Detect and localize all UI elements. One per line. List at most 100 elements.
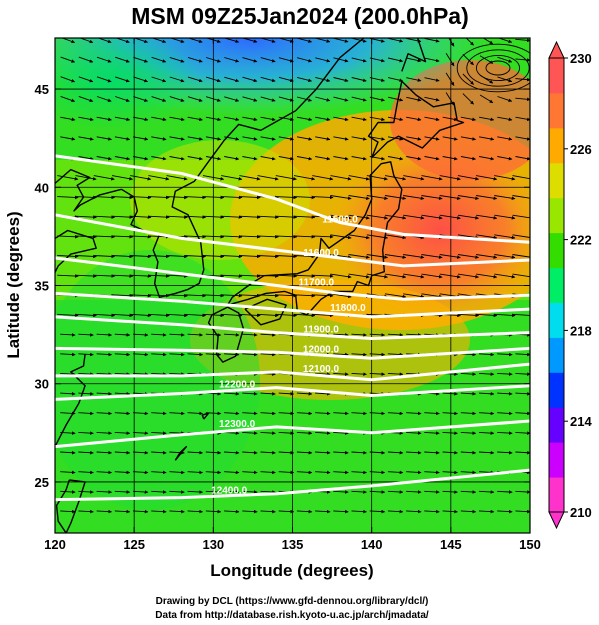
wind-vector bbox=[406, 136, 422, 141]
wind-vector bbox=[60, 509, 76, 514]
wind-vector bbox=[129, 313, 152, 318]
wind-vector bbox=[57, 313, 79, 318]
height-contour-line bbox=[55, 468, 530, 502]
wind-vector bbox=[260, 136, 276, 141]
wind-vector bbox=[439, 273, 461, 279]
height-contour-line bbox=[55, 213, 530, 268]
wind-vector bbox=[60, 450, 76, 455]
wind-vector bbox=[330, 214, 352, 220]
wind-vector bbox=[278, 392, 295, 396]
wind-vector bbox=[96, 490, 112, 494]
wind-vector bbox=[60, 56, 76, 63]
coastlines bbox=[55, 38, 465, 533]
wind-vector bbox=[57, 175, 79, 181]
colorbar-segment bbox=[549, 127, 564, 164]
wind-vector bbox=[366, 234, 388, 240]
x-axis-title: Longitude (degrees) bbox=[210, 561, 373, 580]
wind-vector bbox=[384, 234, 407, 240]
wind-vector bbox=[205, 136, 222, 141]
colorbar-label: 226 bbox=[570, 142, 592, 157]
colorbar: 230 226 222 218 214 210 bbox=[548, 40, 592, 530]
wind-vector bbox=[442, 116, 458, 122]
wind-vector bbox=[315, 156, 331, 161]
wind-vector bbox=[202, 293, 225, 298]
wind-vector bbox=[166, 195, 188, 200]
wind-vector bbox=[278, 431, 295, 435]
x-tick-label: 145 bbox=[440, 537, 462, 552]
wind-vector bbox=[96, 509, 112, 514]
x-tick-label: 125 bbox=[123, 537, 145, 552]
wind-vector bbox=[497, 411, 513, 416]
wind-vector bbox=[476, 254, 498, 259]
wind-vector bbox=[296, 470, 313, 475]
swirl-streamline bbox=[475, 54, 521, 82]
wind-vector bbox=[205, 509, 222, 514]
contour-label: 11800.0 bbox=[330, 303, 366, 314]
wind-vector bbox=[96, 450, 112, 455]
wind-vector bbox=[169, 136, 185, 141]
wind-vector bbox=[387, 352, 404, 357]
wind-vector bbox=[151, 431, 167, 435]
wind-vector bbox=[330, 175, 352, 181]
wind-vector bbox=[315, 392, 331, 396]
wind-vector bbox=[403, 195, 425, 200]
wind-vector bbox=[351, 411, 367, 416]
wind-vector bbox=[439, 214, 461, 220]
wind-vector bbox=[351, 96, 367, 102]
wind-vector bbox=[442, 470, 458, 475]
wind-vector bbox=[75, 274, 97, 278]
wind-vector bbox=[93, 254, 115, 259]
wind-vector bbox=[93, 215, 115, 219]
wind-vector bbox=[333, 38, 349, 43]
wind-vector bbox=[133, 136, 149, 141]
colorbar-frame bbox=[548, 57, 565, 513]
wind-vector bbox=[132, 352, 149, 357]
wind-vector bbox=[78, 56, 94, 63]
wind-vector bbox=[96, 411, 112, 416]
wind-vector bbox=[296, 450, 313, 455]
wind-vector bbox=[296, 509, 313, 514]
wind-vector bbox=[184, 293, 206, 298]
wind-vector bbox=[205, 96, 221, 102]
wind-vector bbox=[442, 392, 458, 396]
wind-vector bbox=[296, 38, 312, 43]
wind-vector bbox=[151, 411, 167, 416]
coastline-segment bbox=[121, 139, 225, 298]
wind-vector bbox=[439, 175, 461, 181]
wind-vector bbox=[75, 215, 97, 219]
wind-vector bbox=[60, 116, 76, 122]
wind-vector bbox=[462, 73, 474, 85]
wind-vector bbox=[257, 313, 279, 318]
wind-vector bbox=[348, 273, 370, 279]
wind-vector bbox=[78, 372, 94, 376]
wind-vector bbox=[462, 93, 474, 105]
wind-vector bbox=[224, 96, 240, 102]
wind-vector bbox=[96, 136, 112, 141]
colorbar-min-arrow bbox=[548, 511, 565, 530]
wind-vector bbox=[421, 273, 443, 279]
wind-vector bbox=[242, 156, 258, 161]
wind-vector bbox=[224, 450, 240, 455]
wind-vector bbox=[275, 254, 298, 259]
wind-vector bbox=[148, 274, 170, 278]
wind-vector bbox=[366, 254, 388, 259]
wind-vector bbox=[132, 470, 149, 475]
wind-vector bbox=[315, 38, 331, 43]
wind-vector bbox=[333, 352, 349, 357]
y-tick-label: 45 bbox=[35, 82, 49, 97]
wind-vector bbox=[476, 214, 498, 220]
contour-label: 12300.0 bbox=[219, 419, 256, 430]
wind-vector bbox=[151, 372, 167, 376]
coastline-segment bbox=[367, 80, 465, 159]
wind-vector bbox=[424, 450, 440, 455]
wind-vector bbox=[296, 136, 313, 141]
wind-vector bbox=[387, 470, 404, 475]
wind-vector bbox=[221, 234, 243, 239]
wind-vector bbox=[351, 333, 367, 337]
wind-vector bbox=[202, 215, 225, 219]
wind-vector bbox=[60, 470, 76, 475]
wind-vector bbox=[260, 333, 276, 337]
x-tick-label: 140 bbox=[361, 537, 383, 552]
wind-vector bbox=[369, 372, 386, 376]
wind-vector bbox=[221, 313, 243, 318]
